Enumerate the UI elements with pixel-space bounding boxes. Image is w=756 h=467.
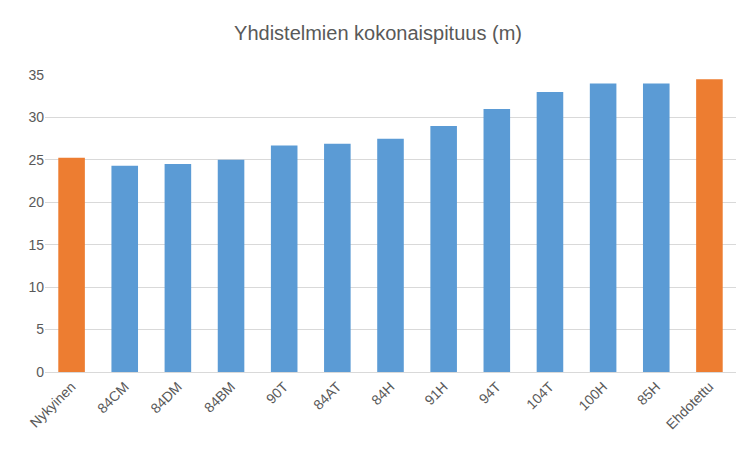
svg-text:84CM: 84CM <box>94 379 132 417</box>
svg-text:84BM: 84BM <box>201 379 238 416</box>
svg-text:25: 25 <box>28 152 44 168</box>
svg-text:94T: 94T <box>476 378 505 407</box>
svg-text:10: 10 <box>28 279 44 295</box>
svg-text:84H: 84H <box>368 379 397 408</box>
svg-text:Yhdistelmien kokonaispituus (m: Yhdistelmien kokonaispituus (m) <box>234 22 522 44</box>
svg-text:84AT: 84AT <box>310 378 345 413</box>
svg-text:35: 35 <box>28 67 44 83</box>
svg-text:104T: 104T <box>523 378 557 412</box>
svg-text:85H: 85H <box>634 379 663 408</box>
svg-text:30: 30 <box>28 109 44 125</box>
svg-text:84DM: 84DM <box>147 379 185 417</box>
svg-text:15: 15 <box>28 237 44 253</box>
svg-text:0: 0 <box>36 364 44 380</box>
svg-text:Ehdotettu: Ehdotettu <box>663 379 717 433</box>
svg-text:100H: 100H <box>575 379 610 414</box>
svg-text:5: 5 <box>36 321 44 337</box>
svg-text:Nykyinen: Nykyinen <box>27 379 79 431</box>
svg-text:20: 20 <box>28 194 44 210</box>
svg-text:91H: 91H <box>421 379 450 408</box>
svg-text:90T: 90T <box>263 378 292 407</box>
